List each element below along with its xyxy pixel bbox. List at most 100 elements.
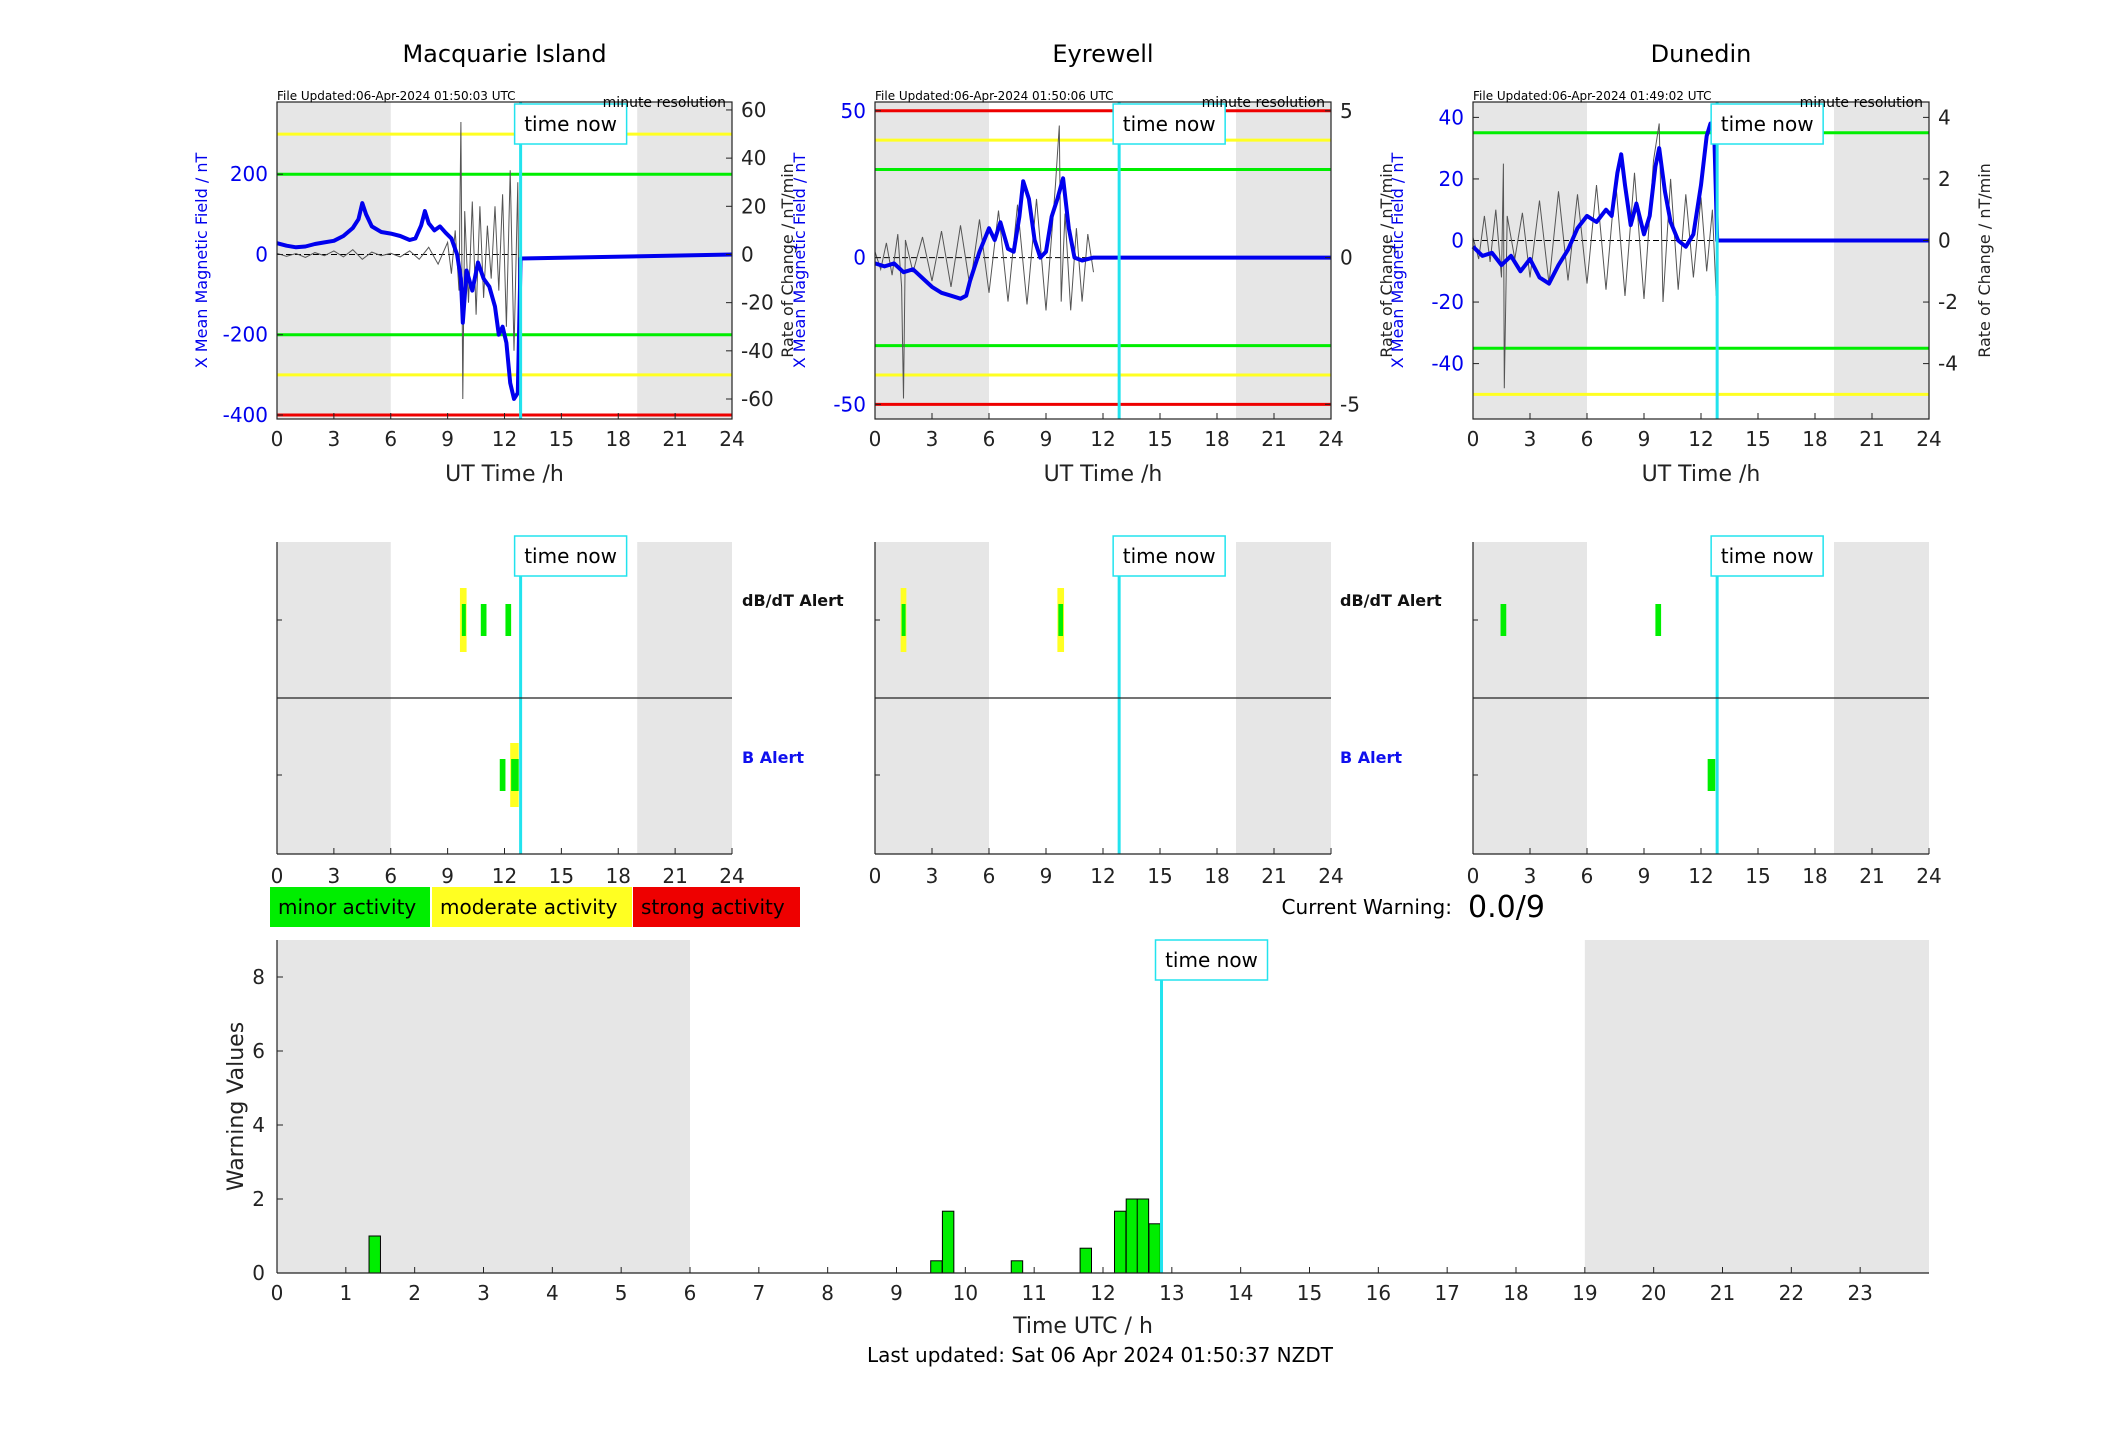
eyrewell-ylabel-right: Rate of Change / nT/min bbox=[1377, 163, 1396, 358]
warning-bar-4 bbox=[1079, 1247, 1093, 1274]
macquarie-top-time-now-label: time now bbox=[524, 112, 617, 136]
eyrewell-ytick-label-0: -50 bbox=[833, 392, 866, 416]
dunedin-rate-of-change-line bbox=[1472, 123, 1717, 389]
dunedin-ytick-right-label-1: -2 bbox=[1938, 290, 1958, 314]
eyrewell-alert-xtick-label-3: 9 bbox=[1040, 864, 1053, 888]
eyrewell-alert-xtick-label-7: 21 bbox=[1261, 864, 1286, 888]
warning-bar-1 bbox=[930, 1260, 943, 1274]
macquarie-top-xtick-label-6: 18 bbox=[606, 427, 631, 451]
eyrewell-ylabel: X Mean Magnetic Field / nT bbox=[790, 153, 809, 369]
warning-xtick-label-11: 11 bbox=[1021, 1281, 1046, 1305]
macquarie-alert-xtick-label-0: 0 bbox=[271, 864, 284, 888]
eyrewell-top-time-now-box bbox=[1112, 103, 1226, 145]
eyrewell-ytick-label-1: 0 bbox=[853, 246, 866, 270]
eyrewell-title: Eyrewell bbox=[1052, 40, 1153, 68]
macquarie-file-updated: File Updated:06-Apr-2024 01:50:03 UTC bbox=[277, 89, 516, 103]
macquarie-ytick-right-label-5: 40 bbox=[741, 146, 766, 170]
current-warning-label: Current Warning: bbox=[1282, 895, 1452, 919]
eyrewell-rate-of-change-line bbox=[874, 125, 1094, 399]
dunedin-top-time-now-box bbox=[1710, 103, 1824, 145]
warning-shade-1 bbox=[1584, 940, 1929, 1273]
warning-xtick-label-12: 12 bbox=[1090, 1281, 1115, 1305]
dunedin-title: Dunedin bbox=[1651, 40, 1752, 68]
dunedin-alert-xtick-label-6: 18 bbox=[1802, 864, 1827, 888]
eyrewell-file-updated: File Updated:06-Apr-2024 01:50:06 UTC bbox=[875, 89, 1114, 103]
dunedin-top-xtick-label-5: 15 bbox=[1745, 427, 1770, 451]
eyrewell-ytick-right-label-0: -5 bbox=[1340, 392, 1360, 416]
eyrewell-dbdt-alert-3 bbox=[1058, 604, 1064, 636]
alert-label-b-2: B Alert bbox=[1340, 748, 1402, 767]
eyrewell-shade-0 bbox=[875, 102, 989, 419]
warning-xtick-label-22: 22 bbox=[1779, 1281, 1804, 1305]
eyrewell-top-xtick-label-6: 18 bbox=[1204, 427, 1229, 451]
macquarie-top-xtick-label-1: 3 bbox=[328, 427, 341, 451]
macquarie-alert-xtick-label-6: 18 bbox=[606, 864, 631, 888]
warning-xtick-label-14: 14 bbox=[1228, 1281, 1253, 1305]
dunedin-ytick-label-2: 0 bbox=[1451, 228, 1464, 252]
plot-backgrounds bbox=[277, 102, 1929, 1273]
eyrewell-alert-xtick-label-0: 0 bbox=[869, 864, 882, 888]
warning-xtick-label-19: 19 bbox=[1572, 1281, 1597, 1305]
eyrewell-top-xtick-label-5: 15 bbox=[1147, 427, 1172, 451]
alert-label-b-1: B Alert bbox=[742, 748, 804, 767]
warning-xtick-label-9: 9 bbox=[890, 1281, 903, 1305]
eyrewell-alert-xtick-label-5: 15 bbox=[1147, 864, 1172, 888]
warning-xtick-label-4: 4 bbox=[546, 1281, 559, 1305]
warning-xtick-label-0: 0 bbox=[271, 1281, 284, 1305]
plot-axes bbox=[276, 101, 1930, 1274]
dunedin-alert-xtick-label-3: 9 bbox=[1638, 864, 1651, 888]
macquarie-dbdt-alert-1 bbox=[461, 604, 466, 636]
warning-xtick-label-15: 15 bbox=[1297, 1281, 1322, 1305]
macquarie-shade-0 bbox=[277, 102, 391, 419]
dunedin-ytick-label-3: 20 bbox=[1439, 167, 1464, 191]
macquarie-resolution: minute resolution bbox=[603, 95, 726, 111]
legend-swatch-1 bbox=[432, 887, 632, 927]
eyrewell-top-xtick-label-0: 0 bbox=[869, 427, 882, 451]
macquarie-top-xtick-label-7: 21 bbox=[662, 427, 687, 451]
macquarie-ytick-right-label-3: 0 bbox=[741, 242, 754, 266]
dunedin-ytick-right-label-0: -4 bbox=[1938, 352, 1958, 376]
eyrewell-top-time-now-label: time now bbox=[1123, 112, 1216, 136]
dunedin-dbdt-alert-1 bbox=[1655, 604, 1662, 636]
warning-bar-3 bbox=[1010, 1260, 1024, 1274]
eyrewell-dbdt-alert-1 bbox=[901, 604, 906, 636]
dunedin-resolution: minute resolution bbox=[1800, 95, 1923, 111]
warning-time-now-box bbox=[1154, 939, 1269, 981]
dunedin-file-updated: File Updated:06-Apr-2024 01:49:02 UTC bbox=[1473, 89, 1712, 103]
eyrewell-alert-time-now-label: time now bbox=[1123, 544, 1216, 568]
warning-xtick-label-5: 5 bbox=[615, 1281, 628, 1305]
macquarie-ytick-label-1: -200 bbox=[223, 323, 268, 347]
warning-xtick-label-6: 6 bbox=[684, 1281, 697, 1305]
macquarie-alert-xtick-label-4: 12 bbox=[492, 864, 517, 888]
macquarie-ytick-right-label-0: -60 bbox=[741, 387, 774, 411]
dunedin-ytick-right-label-3: 2 bbox=[1938, 167, 1951, 191]
macquarie-title: Macquarie Island bbox=[402, 40, 606, 68]
dunedin-top-xtick-label-0: 0 bbox=[1467, 427, 1480, 451]
warning-xlabel: Time UTC / h bbox=[1012, 1314, 1153, 1339]
dunedin-xlabel: UT Time /h bbox=[1642, 462, 1761, 487]
macquarie-ytick-label-0: -400 bbox=[223, 403, 268, 427]
warning-xtick-label-3: 3 bbox=[477, 1281, 490, 1305]
eyrewell-alert-xtick-label-2: 6 bbox=[983, 864, 996, 888]
eyrewell-resolution: minute resolution bbox=[1202, 95, 1325, 111]
eyrewell-ytick-right-label-2: 5 bbox=[1340, 99, 1353, 123]
warning-xtick-label-13: 13 bbox=[1159, 1281, 1184, 1305]
footer-last-updated: Last updated: Sat 06 Apr 2024 01:50:37 N… bbox=[867, 1343, 1334, 1367]
warning-bar-8 bbox=[1148, 1223, 1161, 1274]
macquarie-b-alert-1 bbox=[499, 759, 506, 791]
eyrewell-xlabel: UT Time /h bbox=[1044, 462, 1163, 487]
eyrewell-mean-field-line bbox=[874, 176, 1331, 301]
dunedin-alert-xtick-label-7: 21 bbox=[1859, 864, 1884, 888]
warning-xtick-label-18: 18 bbox=[1503, 1281, 1528, 1305]
dunedin-mean-field-line bbox=[1471, 121, 1929, 286]
macquarie-alert-xtick-label-7: 21 bbox=[662, 864, 687, 888]
macquarie-shade-1 bbox=[637, 102, 732, 419]
dunedin-alert-time-now-box bbox=[1710, 535, 1824, 577]
eyrewell-alert-xtick-label-1: 3 bbox=[926, 864, 939, 888]
dunedin-ytick-right-label-4: 4 bbox=[1938, 105, 1951, 129]
warning-ytick-label-3: 6 bbox=[252, 1039, 265, 1063]
eyrewell-alert-xtick-label-4: 12 bbox=[1090, 864, 1115, 888]
macquarie-alert-time-now-label: time now bbox=[524, 544, 617, 568]
eyrewell-top-xtick-label-7: 21 bbox=[1261, 427, 1286, 451]
